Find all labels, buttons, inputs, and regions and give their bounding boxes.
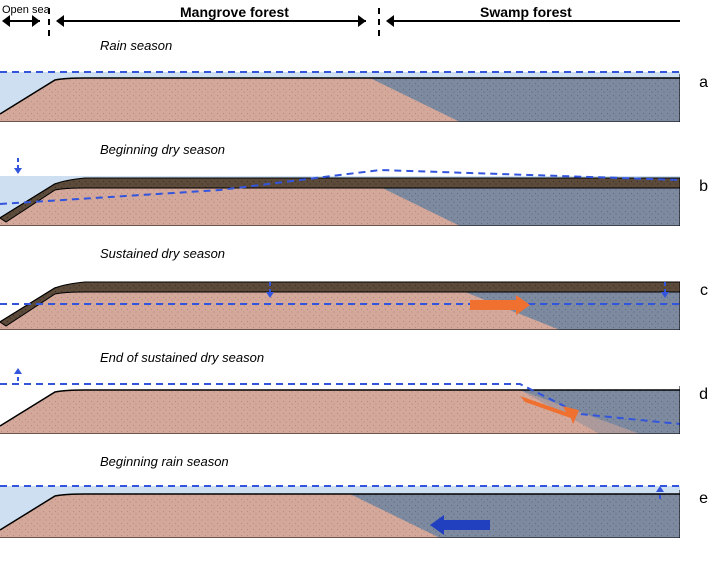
header: Open sea Mangrove forest Swamp forest xyxy=(0,0,721,30)
header-separator xyxy=(378,8,380,36)
level-arrow xyxy=(14,158,22,174)
panel-label: End of sustained dry season xyxy=(100,350,264,365)
label-open-sea: Open sea xyxy=(2,4,50,16)
header-line xyxy=(394,20,680,22)
panel-d: End of sustained dry seasond xyxy=(0,350,680,440)
panel-label: Rain season xyxy=(100,38,172,53)
level-arrow xyxy=(14,368,22,384)
panel-letter: c xyxy=(700,282,708,300)
panel-letter: d xyxy=(699,386,708,404)
panel-svg xyxy=(0,364,680,434)
panel-letter: e xyxy=(699,490,708,508)
panel-a: Rain seasona xyxy=(0,38,680,128)
panel-letter: a xyxy=(699,74,708,92)
label-mangrove: Mangrove forest xyxy=(180,4,289,20)
label-swamp: Swamp forest xyxy=(480,4,572,20)
panel-svg xyxy=(0,468,680,538)
header-line xyxy=(64,20,366,22)
panel-label: Beginning dry season xyxy=(100,142,225,157)
header-arrow xyxy=(2,15,10,27)
header-arrow xyxy=(56,15,64,27)
panel-label: Beginning rain season xyxy=(100,454,229,469)
header-arrow xyxy=(386,15,394,27)
panel-svg xyxy=(0,52,680,122)
panel-e: Beginning rain seasone xyxy=(0,454,680,544)
header-arrow xyxy=(32,15,40,27)
panel-svg xyxy=(0,260,680,330)
panel-c: Sustained dry seasonc xyxy=(0,246,680,336)
panel-svg xyxy=(0,156,680,226)
panel-b: Beginning dry seasonb xyxy=(0,142,680,232)
header-arrow xyxy=(358,15,366,27)
panel-label: Sustained dry season xyxy=(100,246,225,261)
panel-letter: b xyxy=(699,178,708,196)
